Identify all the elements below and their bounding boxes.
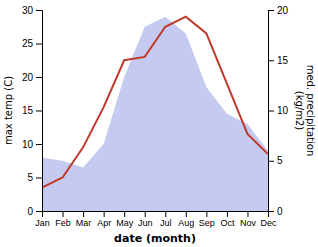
tick-mark (268, 60, 274, 61)
tick-mark (206, 211, 207, 217)
tick: 10 (22, 139, 42, 150)
tick: 20 (22, 72, 42, 83)
tick-label: Jan (35, 218, 50, 228)
tick: Jul (160, 211, 172, 228)
tick: 20 (268, 5, 289, 16)
tick-mark (268, 111, 274, 112)
y2-axis-title: med. precipitation(kg/m2) (294, 65, 316, 157)
tick-mark (247, 211, 248, 217)
marks (42, 17, 268, 211)
tick-mark (36, 178, 42, 179)
tick: 0 (268, 206, 283, 217)
tick-mark (36, 77, 42, 78)
area (42, 17, 268, 211)
tick: Aug (178, 211, 194, 228)
tick: May (116, 211, 134, 228)
tick-label: 10 (277, 105, 289, 116)
tick-label: May (116, 218, 134, 228)
tick-mark (268, 211, 274, 212)
tick-label: Jul (160, 218, 172, 228)
tick: 5 (268, 155, 283, 166)
tick-mark (36, 144, 42, 145)
tick-mark (227, 211, 228, 217)
tick-label: 30 (22, 5, 34, 16)
tick-label: 5 (27, 172, 33, 183)
tick-mark (104, 211, 105, 217)
tick: Nov (240, 211, 257, 228)
tick-mark (268, 10, 274, 11)
line (42, 17, 268, 188)
tick-label: Oct (220, 218, 235, 228)
tick-label: 5 (277, 155, 283, 166)
tick-label: 20 (22, 72, 34, 83)
tick: Sep (199, 211, 215, 228)
tick-mark (268, 161, 274, 162)
tick-label: Nov (240, 218, 257, 228)
tick-label: 10 (22, 139, 34, 150)
chart: JanFebMarAprMayJunJulAugSepOctNovDec0510… (0, 0, 318, 247)
tick-mark (124, 211, 125, 217)
y-axis-title: max temp (C) (3, 76, 14, 145)
tick: 15 (268, 55, 289, 66)
tick-label: 25 (22, 38, 34, 49)
tick: 10 (268, 105, 289, 116)
tick-label: Jun (138, 218, 153, 228)
axis-line (269, 11, 275, 212)
tick: Apr (97, 211, 111, 228)
tick: 15 (22, 105, 42, 116)
tick-label: 0 (277, 206, 283, 217)
axis-line (36, 11, 43, 212)
tick: 0 (27, 206, 42, 217)
tick-label: 20 (277, 5, 289, 16)
x-axis: Jan Feb Mar Apr May Jun Jul Aug Sep Oct NovDec (35, 211, 277, 228)
tick-mark (36, 44, 42, 45)
tick-mark (36, 211, 42, 212)
tick-label: Aug (178, 218, 194, 228)
tick: 30 (22, 5, 42, 16)
tick: 5 (27, 172, 42, 183)
tick-label: Dec (260, 218, 277, 228)
tick-label: Mar (76, 218, 92, 228)
tick-label: 0 (27, 206, 33, 217)
x-axis-title: date (month) (114, 232, 196, 245)
tick-mark (186, 211, 187, 217)
tick: Oct (220, 211, 235, 228)
tick: Jan (35, 211, 50, 228)
tick-mark (165, 211, 166, 217)
tick-mark (36, 10, 42, 11)
tick-label: 15 (277, 55, 289, 66)
tick-label: 15 (22, 105, 34, 116)
y-axis: 0 5 10 15 20 25 30 (22, 5, 43, 217)
tick-mark (83, 211, 84, 217)
tick-label: Sep (199, 218, 215, 228)
tick: Mar (76, 211, 92, 228)
plot: JanFebMarAprMayJunJulAugSepOctNovDec0510… (3, 5, 316, 245)
axis-line (43, 212, 269, 218)
tick: 25 (22, 38, 42, 49)
tick: Feb (55, 211, 71, 228)
tick: Dec (260, 211, 277, 228)
tick: Jun (138, 211, 153, 228)
tick-label: Apr (97, 218, 111, 228)
tick-mark (145, 211, 146, 217)
tick-mark (63, 211, 64, 217)
tick-mark (36, 111, 42, 112)
y2-axis: 0 5 10 15 20 (268, 5, 289, 217)
tick-label: Feb (55, 218, 71, 228)
